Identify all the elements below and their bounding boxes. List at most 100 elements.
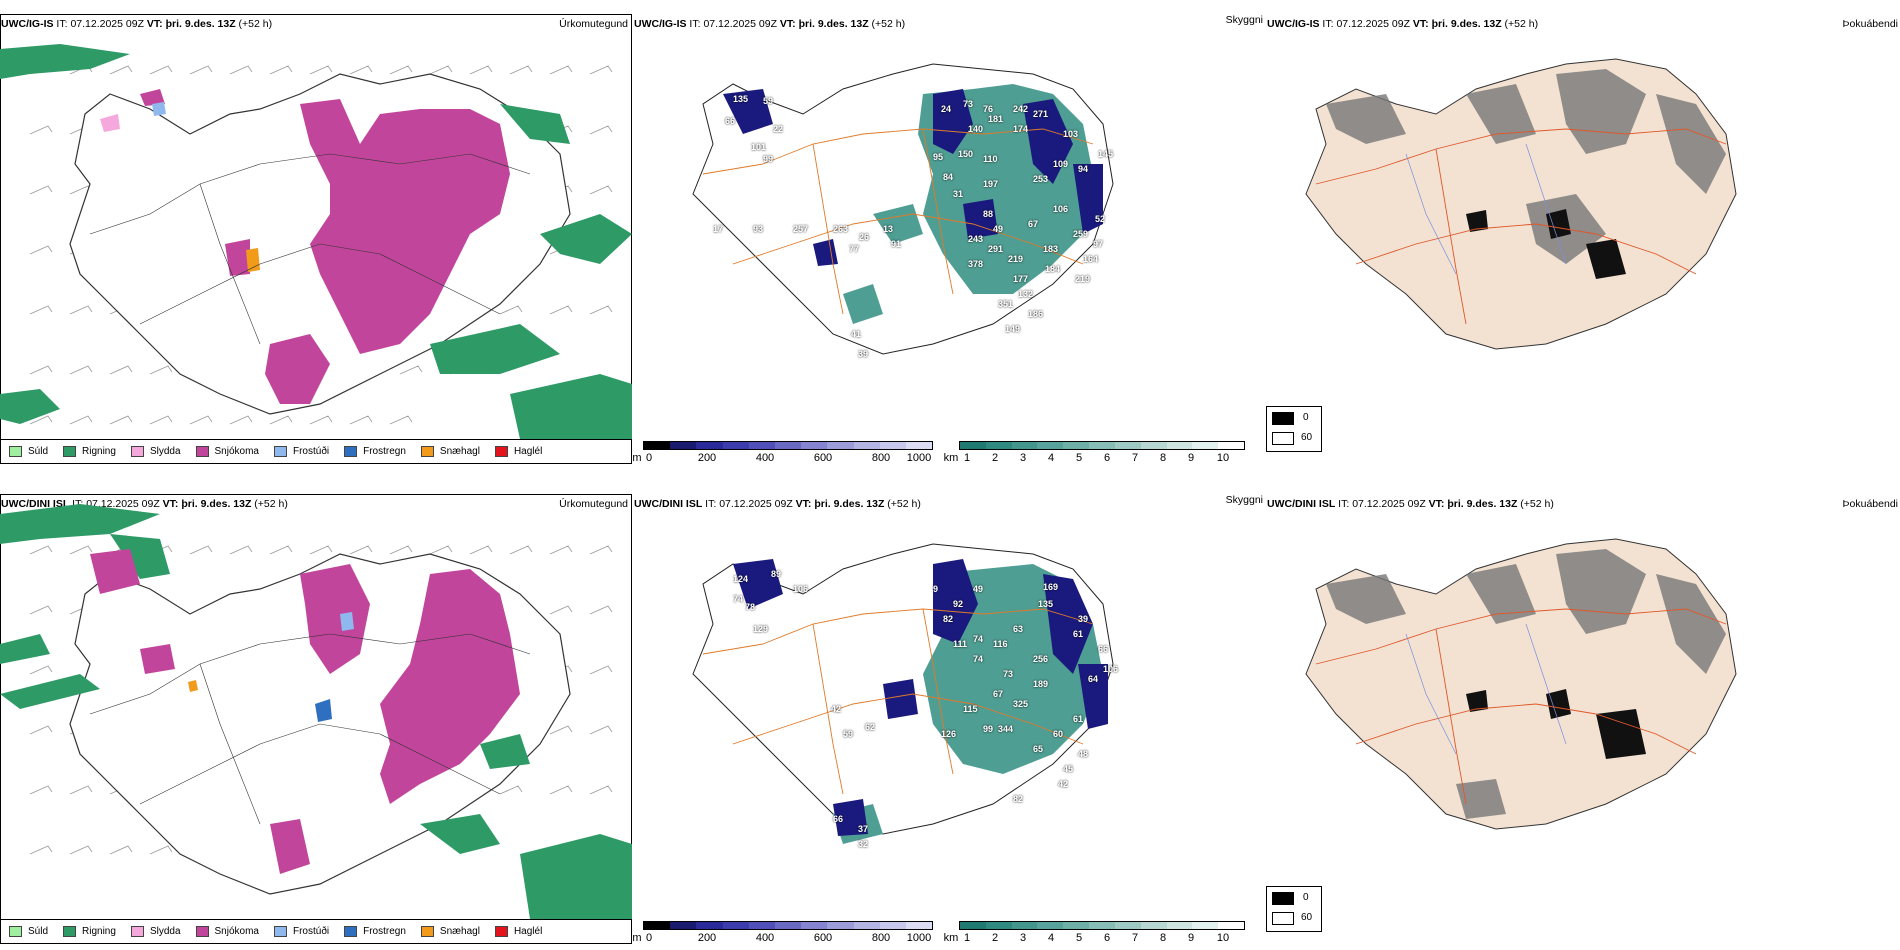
vis-tick: 3 (1019, 452, 1027, 464)
snow-depth-label: 183 (1043, 244, 1059, 254)
visibility-colorbar-bar (959, 441, 1245, 450)
snow-depth-label: 197 (983, 179, 999, 189)
legend-item: Rigning (63, 445, 116, 457)
snow-depth-label: 9 (933, 584, 939, 594)
vis-tick: 4 (1047, 932, 1055, 944)
legend-item: Súld (9, 925, 48, 937)
snow-depth-label: 115 (963, 704, 978, 714)
visibility-color-step (1192, 442, 1219, 449)
snow-depth-label: 106 (793, 584, 809, 594)
freezing-rain-areas (315, 699, 332, 722)
fog-legend-high-swatch (1272, 892, 1294, 905)
snow-depth-label: 37 (858, 824, 869, 834)
legend-item: Frostúði (273, 445, 329, 457)
vis-tick: 1 (963, 452, 971, 464)
visibility-color-step (1037, 922, 1064, 929)
snow-depth-label: 77 (849, 244, 860, 254)
snow-depth-color-step (801, 922, 828, 929)
snow-depth-label: 325 (1013, 699, 1029, 709)
snow-depth-label: 344 (998, 724, 1014, 734)
vis-tick: 6 (1103, 932, 1111, 944)
vt-label: VT: (1428, 498, 1445, 510)
row-1: UWC/IG-IS IT: 07.12.2025 09Z VT: þri. 9.… (0, 14, 1900, 464)
rain-areas (0, 44, 632, 439)
legend-item: Frostregn (344, 925, 406, 937)
snow-depth-label: 145 (1098, 149, 1114, 159)
precip-map-frame (0, 494, 632, 944)
snow-depth-colorbar: m 0 200 400 600 800 1000 (632, 439, 933, 464)
snow-depth-color-step (670, 442, 697, 449)
lead-time: (+52 h) (238, 18, 273, 30)
snow-depth-labels: 124 89 74 78 106 129 42 59 62 9 92 49 82 111 74 74 116 73… (633, 514, 1265, 934)
legend-swatch (9, 925, 22, 937)
snow-depth-label: 17 (713, 224, 724, 234)
legend-swatch (63, 925, 77, 937)
vis-tick: 1 (963, 932, 971, 944)
snow-depth-labels: 135 59 66 22 101 99 26 13 77 91 24 73 76 140 181 242 271… (633, 34, 1265, 454)
visibility-color-step (1114, 442, 1141, 449)
model-name: UWC/DINI ISL (634, 498, 703, 510)
snow-depth-label: 66 (833, 814, 844, 824)
snow-depth-color-step (696, 442, 723, 449)
snow-depth-label: 177 (1013, 274, 1029, 284)
visibility-color-step (960, 442, 986, 449)
snow-tick: 0 (645, 932, 653, 944)
snow-tick: 200 (697, 452, 717, 464)
snow-depth-label: 62 (865, 722, 876, 732)
visibility-color-step (1166, 442, 1193, 449)
panel-title: Skyggni (1225, 494, 1263, 506)
snow-depth-label: 181 (988, 114, 1004, 124)
visibility-color-step (960, 922, 986, 929)
fog-shading (1326, 549, 1726, 819)
roads (702, 128, 1094, 315)
snow-depth-label: 93 (753, 224, 764, 234)
legend-item: Slydda (130, 925, 181, 937)
snow-depth-label: 61 (1073, 629, 1084, 639)
snow-depth-label: 22 (773, 124, 784, 134)
it-label: IT: (56, 18, 68, 30)
snow-depth-label: 351 (998, 299, 1014, 309)
vt-value: þri. 9.des. 13Z (1431, 18, 1502, 30)
snow-tick: 600 (813, 452, 833, 464)
legend-label: Snæhagl (439, 925, 480, 937)
snow-unit: m (632, 452, 642, 464)
visibility-color-step (1140, 922, 1167, 929)
vt-value: þri. 9.des. 13Z (1447, 498, 1518, 510)
snow-depth-label: 45 (1063, 764, 1074, 774)
snow-depth-label: 49 (973, 584, 984, 594)
visibility-colorbar-bar (959, 921, 1245, 930)
snow-pellets (246, 248, 260, 272)
vis-tick: 7 (1131, 452, 1139, 464)
it-label: IT: (1338, 498, 1350, 510)
snow-depth-color-step (879, 442, 906, 449)
snow-depth-label: 89 (771, 569, 782, 579)
it-value: 07.12.2025 09Z (1352, 498, 1426, 510)
snow-depth-label: 60 (1053, 729, 1064, 739)
snow-depth-color-step (748, 922, 775, 929)
vt-value: þri. 9.des. 13Z (165, 18, 236, 30)
legend-label: Snjókoma (214, 445, 259, 457)
visibility-color-step (1218, 922, 1244, 929)
snow-depth-label: 73 (1003, 669, 1014, 679)
model-name: UWC/DINI ISL (1267, 498, 1336, 510)
snow-depth-label: 150 (958, 149, 974, 159)
visibility-color-step (1114, 922, 1141, 929)
snow-depth-label: 64 (1088, 674, 1099, 684)
snow-depth-label: 99 (983, 724, 994, 734)
snow-depth-label: 42 (1058, 779, 1069, 789)
snow-depth-color-step (827, 442, 854, 449)
snow-depth-label: 24 (941, 104, 952, 114)
snow-depth-label: 67 (1028, 219, 1039, 229)
snow-depth-label: 13 (883, 224, 894, 234)
fog-panel: UWC/DINI ISL IT: 07.12.2025 09Z VT: þri.… (1266, 494, 1900, 944)
snow-depth-label: 219 (1008, 254, 1024, 264)
rain-areas (0, 504, 632, 919)
vis-tick: 4 (1047, 452, 1055, 464)
fog-legend-high: 60 (1301, 432, 1313, 443)
sleet-areas (100, 114, 120, 132)
snow-depth-color-step (722, 442, 749, 449)
vis-tick: 2 (991, 452, 999, 464)
vis-tick: 8 (1159, 932, 1167, 944)
fog-legend-low: 0 (1303, 412, 1309, 423)
vis-tick: 5 (1075, 932, 1083, 944)
